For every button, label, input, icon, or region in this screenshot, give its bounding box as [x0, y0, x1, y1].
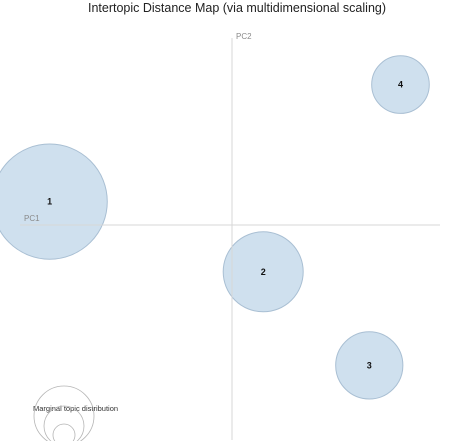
legend-circles	[33, 385, 95, 441]
topic-bubble-1[interactable]	[0, 143, 108, 260]
topic-bubble-3[interactable]	[335, 331, 404, 400]
topic-bubble-2[interactable]	[222, 231, 304, 313]
topic-labels: 1 2 3 4	[47, 80, 403, 371]
marginal-topic-legend: Marginal topic distribution	[33, 385, 118, 441]
legend-circle	[33, 385, 95, 441]
legend-circle	[43, 405, 85, 441]
topic-label-2: 2	[261, 267, 266, 277]
topic-bubble-4[interactable]	[371, 55, 430, 114]
topic-label-4: 4	[398, 80, 403, 90]
legend-circle	[52, 423, 76, 441]
x-axis-label: PC1	[24, 214, 40, 223]
legend-title: Marginal topic distribution	[33, 404, 118, 413]
topic-bubbles	[0, 55, 430, 400]
y-axis-label: PC2	[236, 32, 252, 41]
topic-label-1: 1	[47, 197, 52, 207]
topic-label-3: 3	[367, 360, 372, 370]
chart-title: Intertopic Distance Map (via multidimens…	[87, 1, 387, 15]
